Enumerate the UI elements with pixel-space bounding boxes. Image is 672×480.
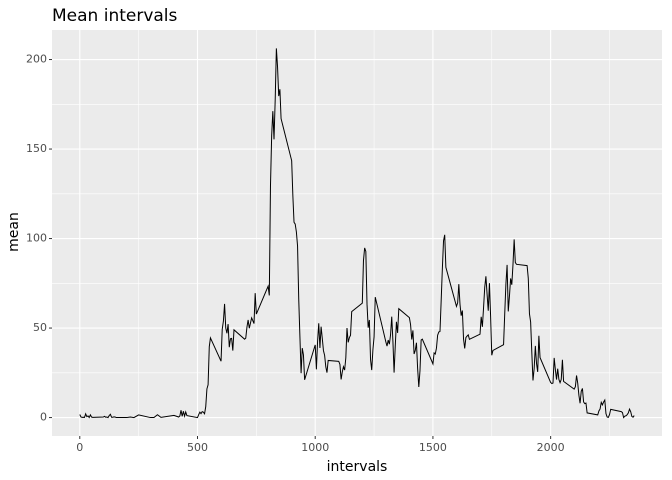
x-tick-label: 500	[187, 441, 208, 454]
x-tick-label: 0	[76, 441, 83, 454]
y-tick-label: 200	[26, 53, 47, 66]
y-tick-label: 150	[26, 142, 47, 155]
x-tick-label: 1500	[419, 441, 447, 454]
line	[79, 48, 635, 419]
y-tick-label: 100	[26, 232, 47, 245]
x-tick-label: 1000	[301, 441, 329, 454]
chart-title: Mean intervals	[52, 6, 178, 26]
panel	[52, 30, 662, 436]
x-tick-label: 2000	[537, 441, 565, 454]
x-axis-title: intervals	[327, 459, 388, 475]
y-tick-label: 0	[40, 411, 47, 424]
y-axis-title: mean	[6, 212, 22, 252]
y-tick-label: 50	[33, 321, 47, 334]
